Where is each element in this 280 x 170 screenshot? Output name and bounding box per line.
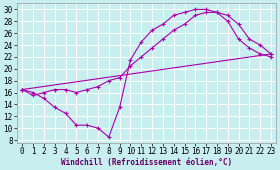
X-axis label: Windchill (Refroidissement éolien,°C): Windchill (Refroidissement éolien,°C) [61,158,232,167]
